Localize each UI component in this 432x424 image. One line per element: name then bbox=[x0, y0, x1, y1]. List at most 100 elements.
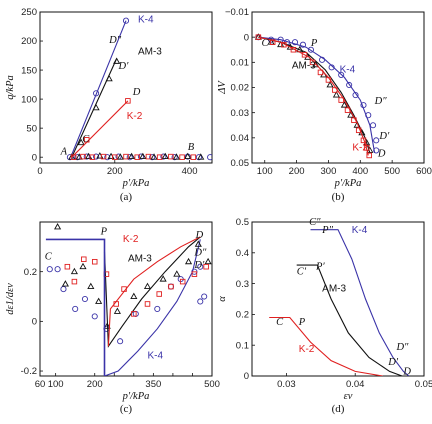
point-k-4 bbox=[319, 56, 326, 63]
series-line-k-2 bbox=[269, 316, 383, 376]
annotation-label: P bbox=[100, 226, 108, 237]
point-am-3 bbox=[54, 223, 62, 230]
point-k-4 bbox=[54, 266, 61, 273]
x-tick-label: 60 bbox=[35, 379, 46, 390]
x-tick-label: 0.03 bbox=[277, 379, 296, 390]
y-tick-label: 0.3 bbox=[236, 279, 249, 290]
annotation-label: D bbox=[195, 230, 204, 241]
y-tick-label: 100 bbox=[21, 94, 37, 105]
annotation-label: D′ bbox=[378, 131, 390, 142]
point-k-4 bbox=[360, 102, 367, 109]
point-k-2 bbox=[83, 137, 90, 143]
point-k-4 bbox=[307, 46, 314, 53]
series-line-k-2 bbox=[107, 236, 201, 347]
annotation-label: AM-3 bbox=[292, 61, 316, 72]
point-am-3 bbox=[277, 40, 285, 48]
point-k-2 bbox=[91, 258, 98, 265]
point-k-4 bbox=[338, 71, 345, 78]
annotation-label: D bbox=[402, 366, 411, 377]
series-line-k-4 bbox=[70, 20, 127, 158]
point-k-4 bbox=[149, 154, 156, 161]
point-am-3 bbox=[96, 152, 104, 159]
x-tick-label: 350 bbox=[145, 379, 161, 390]
panel-caption: (d) bbox=[332, 403, 345, 415]
point-k-2 bbox=[125, 98, 131, 104]
point-am-3 bbox=[326, 81, 334, 88]
panel-c: 60 100 200 350 500 -0.2 0 0.2 p′/kPa dε1/dεv (c) C P… bbox=[5, 221, 220, 415]
x-tick-label: 100 bbox=[48, 379, 64, 390]
y-tick-label: 0.4 bbox=[236, 248, 249, 259]
y-axis-label: dε1/dεv bbox=[5, 283, 16, 315]
plot-frame bbox=[39, 11, 213, 164]
point-k-2 bbox=[203, 263, 209, 270]
point-k-2 bbox=[121, 286, 127, 292]
point-k-4 bbox=[167, 283, 175, 290]
point-k-2 bbox=[255, 34, 262, 40]
x-axis-label: p′/kPa bbox=[122, 391, 150, 402]
panel-caption: (b) bbox=[332, 191, 345, 203]
panel-a: 0 200 400 0 50 100 150 200 250 p′/kPa q/kPa (a) K-4 D… bbox=[5, 7, 213, 203]
point-k-2 bbox=[344, 107, 351, 113]
point-am-3 bbox=[107, 152, 115, 160]
point-k-2 bbox=[70, 154, 77, 160]
point-k-4 bbox=[83, 153, 90, 160]
annotation-label: C bbox=[262, 38, 270, 49]
point-am-3 bbox=[143, 282, 152, 290]
point-k-2 bbox=[190, 154, 197, 160]
annotation-label: A bbox=[60, 146, 68, 157]
point-k-4 bbox=[137, 153, 145, 160]
point-am-3 bbox=[139, 152, 147, 160]
point-k-4 bbox=[91, 313, 98, 320]
point-k-2 bbox=[301, 52, 308, 58]
point-k-2 bbox=[290, 47, 297, 53]
plot-area bbox=[45, 223, 212, 376]
annotation-label: P″ bbox=[321, 225, 333, 236]
annotation-label: D″ bbox=[108, 35, 122, 46]
point-k-2 bbox=[179, 278, 186, 285]
point-k-2 bbox=[81, 256, 87, 263]
annotation-label: K-2 bbox=[123, 234, 139, 245]
x-tick-label: 200 bbox=[289, 166, 305, 177]
y-axis-label: ΔV bbox=[217, 80, 228, 95]
y-axis-label: q/kPa bbox=[5, 75, 16, 100]
point-am-3 bbox=[70, 267, 78, 275]
y-tick-label: 0.5 bbox=[236, 217, 249, 228]
point-k-4 bbox=[74, 154, 81, 161]
point-k-2 bbox=[64, 263, 71, 270]
point-k-4 bbox=[201, 293, 208, 300]
series-line-guide bbox=[45, 238, 106, 376]
series-line-k-2 bbox=[71, 100, 129, 158]
point-am-3 bbox=[184, 152, 192, 160]
y-tick-label: 0.2 bbox=[236, 310, 249, 321]
annotation-label: P bbox=[298, 317, 306, 328]
point-am-3 bbox=[130, 292, 138, 299]
x-axis-label: p′/kPa bbox=[334, 178, 362, 189]
point-am-3 bbox=[61, 280, 69, 287]
annotation-label: K-2 bbox=[352, 142, 368, 153]
point-k-2 bbox=[366, 152, 372, 159]
point-k-4 bbox=[291, 39, 299, 46]
point-k-2 bbox=[156, 154, 163, 160]
annotation-label: D″ bbox=[395, 342, 409, 353]
point-am-3 bbox=[87, 282, 95, 290]
y-tick-label: 0.1 bbox=[236, 340, 249, 351]
point-am-3 bbox=[197, 153, 205, 160]
point-k-4 bbox=[126, 154, 133, 161]
annotation-label: K-4 bbox=[352, 225, 368, 236]
point-k-4 bbox=[117, 338, 124, 345]
point-am-3 bbox=[161, 152, 169, 160]
point-k-2 bbox=[123, 153, 129, 160]
x-axis-label: p′/kPa bbox=[122, 178, 150, 189]
annotation-label: D bbox=[132, 87, 141, 98]
annotation-label: K-4 bbox=[148, 351, 164, 362]
y-tick-label: 250 bbox=[21, 7, 37, 18]
point-k-4 bbox=[81, 295, 89, 303]
panel-caption: (c) bbox=[120, 403, 133, 415]
series-line-k-4 bbox=[310, 229, 410, 376]
point-am-3 bbox=[353, 121, 361, 128]
point-k-2 bbox=[113, 301, 119, 307]
annotation-label: C bbox=[276, 317, 284, 328]
point-k-4 bbox=[72, 305, 79, 312]
point-k-4 bbox=[365, 112, 372, 119]
panel-caption: (a) bbox=[120, 191, 133, 203]
